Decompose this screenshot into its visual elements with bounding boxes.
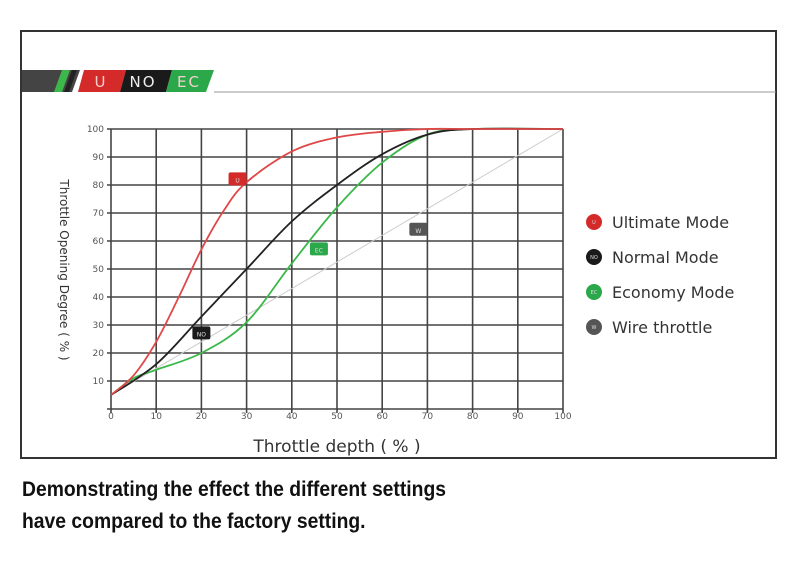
series-marker-u <box>228 172 247 186</box>
y-axis-label: Throttle Opening Degree ( % ) <box>57 178 71 360</box>
series-line-w <box>110 128 564 396</box>
series-line-no <box>110 127 564 396</box>
banner-stripe <box>54 70 70 92</box>
legend-swatch-no <box>586 249 602 265</box>
x-tick-label: 10 <box>150 412 162 422</box>
x-tick-label: 90 <box>512 412 524 422</box>
banner-segment-ec <box>166 70 214 92</box>
legend-swatch-label: U <box>592 220 596 226</box>
x-tick-label: 70 <box>422 412 434 422</box>
banner-stripe <box>64 70 77 92</box>
legend-swatch-label: NO <box>590 255 598 261</box>
series-marker-label: NO <box>197 331 206 338</box>
series-marker-w <box>409 222 428 236</box>
y-tick-label: 90 <box>93 153 105 163</box>
y-tick-label: 30 <box>93 321 105 331</box>
y-tick-label: 50 <box>93 265 105 275</box>
y-tick-label: 100 <box>87 125 104 135</box>
y-tick-label: 80 <box>93 181 105 191</box>
x-tick-label: 40 <box>286 412 298 422</box>
y-tick-label: 10 <box>93 377 105 387</box>
banner-label-no: NO <box>129 73 156 91</box>
legend-swatch-ec <box>586 284 602 300</box>
y-tick-label: 20 <box>93 349 105 359</box>
x-tick-label: 100 <box>554 412 571 422</box>
x-tick-label: 20 <box>196 412 208 422</box>
x-tick-label: 30 <box>241 412 253 422</box>
series-marker-ec <box>309 242 328 256</box>
legend-swatch-label: W <box>592 325 597 331</box>
x-tick-label: 60 <box>376 412 388 422</box>
banner-label-u: U <box>95 73 108 91</box>
caption-line-1: Demonstrating the effect the different s… <box>22 478 447 501</box>
series-marker-label: U <box>235 177 239 184</box>
x-tick-label: 80 <box>467 412 479 422</box>
banner-label-ec: EC <box>177 73 201 91</box>
chart-frame <box>20 30 777 459</box>
legend-label: Wire throttle <box>612 318 712 337</box>
series-line-u <box>110 127 563 396</box>
y-tick-label: 60 <box>93 237 105 247</box>
series-marker-label: W <box>415 228 421 235</box>
series-marker-label: EC <box>315 247 323 254</box>
x-axis-label: Throttle depth ( % ) <box>252 437 420 457</box>
banner-segment-no <box>120 70 172 92</box>
x-tick-label: 0 <box>108 412 114 422</box>
y-tick-label: 40 <box>93 293 105 303</box>
legend-label: Ultimate Mode <box>612 213 729 232</box>
legend-swatch-w <box>586 319 602 335</box>
legend-label: Normal Mode <box>612 248 719 267</box>
y-tick-label: 70 <box>93 209 105 219</box>
legend-swatch-u <box>586 214 602 230</box>
legend-label: Economy Mode <box>612 283 734 302</box>
banner-segment-u <box>78 70 126 92</box>
x-tick-label: 50 <box>331 412 343 422</box>
legend-swatch-label: EC <box>591 290 598 296</box>
caption-line-2: have compared to the factory setting. <box>22 510 366 533</box>
series-marker-no <box>192 326 211 340</box>
